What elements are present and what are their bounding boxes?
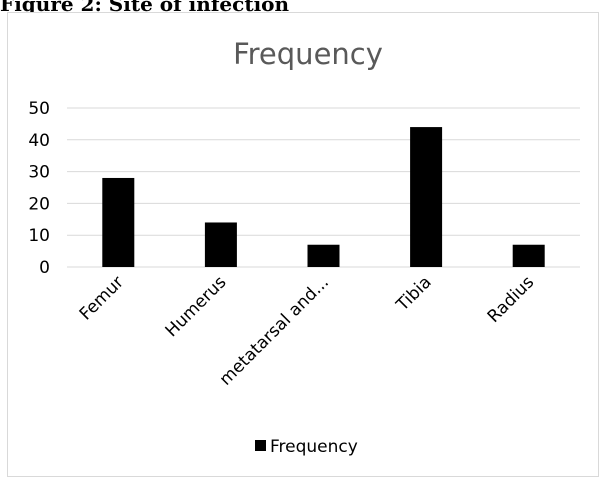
y-tick-label-50: 50 <box>28 99 50 119</box>
y-tick-label-0: 0 <box>39 258 50 278</box>
bar-radius <box>512 244 545 267</box>
x-tick-label-2: metatarsal and... <box>216 272 333 389</box>
bar-femur <box>102 177 135 267</box>
y-tick-label-30: 30 <box>28 163 50 183</box>
y-axis-tick-labels: 0 10 20 30 40 50 <box>28 99 50 278</box>
y-tick-label-40: 40 <box>28 131 50 151</box>
x-tick-label-1: Humerus <box>162 272 231 341</box>
y-tick-label-10: 10 <box>28 226 50 246</box>
legend: Frequency <box>255 437 358 457</box>
bar-metatarsal-and <box>307 244 340 267</box>
x-tick-label-4: Radius <box>484 272 539 327</box>
y-tick-label-20: 20 <box>28 194 50 214</box>
x-tick-label-0: Femur <box>76 272 128 324</box>
gridlines <box>67 107 580 268</box>
x-tick-label-3: Tibia <box>392 272 436 316</box>
chart-title: Frequency <box>233 37 383 71</box>
bars <box>102 127 545 267</box>
bar-humerus <box>204 222 237 267</box>
legend-swatch <box>255 440 266 451</box>
legend-label: Frequency <box>270 437 358 457</box>
bar-tibia <box>410 127 443 267</box>
